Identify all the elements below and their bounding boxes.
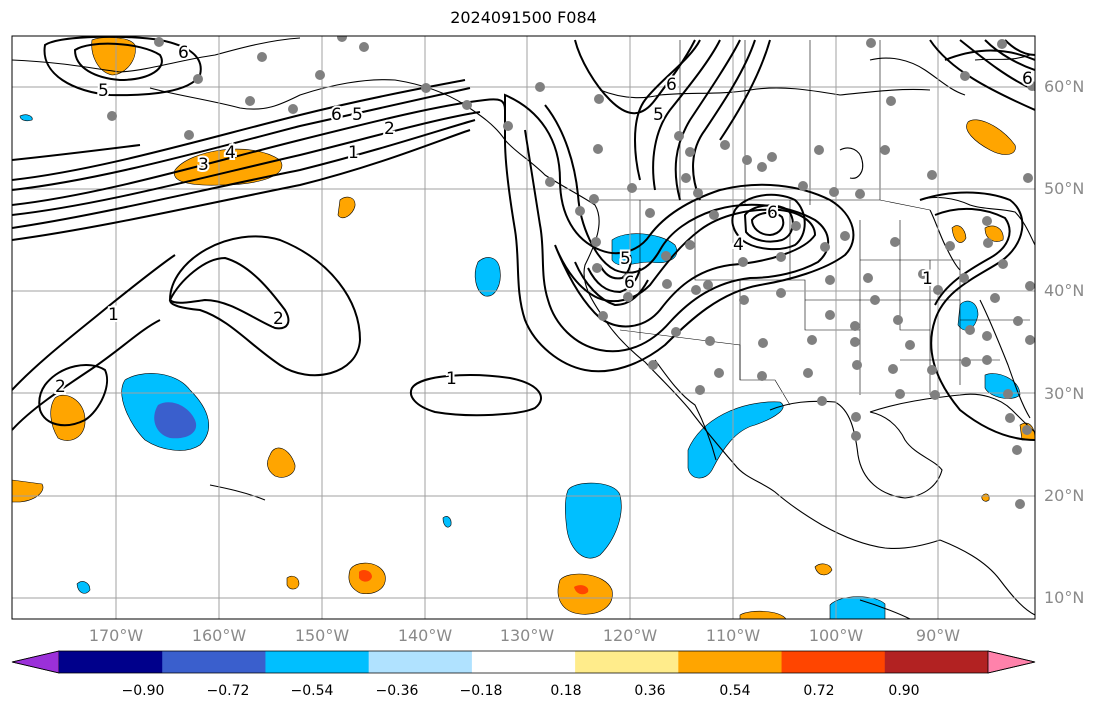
colorbar-tick-label: 0.36	[634, 683, 666, 699]
contour-east-trough	[919, 191, 1035, 441]
blue-region-east-pacific	[564, 482, 622, 559]
contour-label: 2	[55, 377, 66, 397]
colorbar-segment	[678, 651, 783, 673]
contour-label: 5	[653, 105, 664, 125]
contour-label: 1	[108, 305, 119, 325]
colorbar-extend-high	[987, 650, 1036, 674]
contour-label: 6	[178, 43, 189, 63]
contour-label: 4	[733, 235, 744, 255]
contour-ridge-east	[731, 193, 806, 251]
lat-label: 10°N	[1044, 588, 1085, 607]
colorbar-tick-label: 0.90	[888, 683, 920, 699]
colorbar-tick-label: −0.54	[290, 683, 334, 699]
colorbar-tick-label: −0.18	[459, 683, 503, 699]
colorbar	[11, 650, 1036, 674]
contour-label: 2	[384, 119, 395, 139]
contour-label: 5	[620, 249, 631, 269]
contour-central-pacific	[410, 374, 542, 417]
map-background	[12, 36, 1035, 619]
contour-pacific-ring	[168, 235, 362, 377]
colorbar-segment	[781, 651, 886, 673]
orange-region-west-pacific	[50, 394, 86, 441]
lon-label: 110°W	[705, 626, 761, 645]
colorbar-tick-label: −0.72	[206, 683, 250, 699]
colorbar-frame	[11, 650, 1036, 674]
contour-label: 6	[767, 203, 778, 223]
colorbar-segment	[471, 651, 576, 673]
colorbar-segment	[368, 651, 473, 673]
contour-label: 5	[352, 105, 363, 125]
contour-label: 1	[446, 369, 457, 389]
colorbar-segment	[265, 651, 370, 673]
contour-label: 1	[922, 269, 933, 289]
colorbar-tick-label: 0.54	[719, 683, 751, 699]
lon-label: 160°W	[191, 626, 247, 645]
blue-region-california	[611, 233, 677, 266]
colorbar-tick-label: −0.36	[375, 683, 419, 699]
contour-labels: 5 6 3 4 6 5 2 1 1 2 2 1 5 6 6 4 6 5 6 1	[53, 41, 1035, 399]
lat-label: 50°N	[1044, 179, 1085, 198]
contour-trough-west	[504, 93, 855, 373]
contour-label: 6	[1022, 69, 1033, 89]
contour-label: 3	[198, 155, 209, 175]
colorbar-tick-label: 0.18	[550, 683, 582, 699]
contour-label: 6	[666, 75, 677, 95]
lon-label: 90°W	[915, 626, 961, 645]
colorbar-segment	[884, 651, 989, 673]
lon-label: 170°W	[88, 626, 144, 645]
colorbar-tick-label: −0.90	[121, 683, 165, 699]
colorbar-segment	[575, 651, 679, 673]
map-frame	[11, 35, 1036, 620]
orange-region-gulf-alaska	[173, 148, 283, 186]
contour-label: 6	[331, 105, 342, 125]
station-markers	[107, 36, 1035, 509]
contour-label: 5	[98, 81, 109, 101]
colorbar-tick-label: 0.72	[803, 683, 835, 699]
contour-label: 6	[624, 273, 635, 293]
colorbar-extend-low	[11, 650, 60, 674]
lon-label: 150°W	[294, 626, 350, 645]
map-title: 2024091500 F084	[450, 8, 597, 27]
lat-label: 60°N	[1044, 77, 1085, 96]
lon-label: 140°W	[397, 626, 453, 645]
lat-label: 20°N	[1044, 486, 1085, 505]
lat-label: 40°N	[1044, 281, 1085, 300]
lon-label: 120°W	[602, 626, 658, 645]
contour-label: 1	[348, 143, 359, 163]
contour-label: 4	[225, 143, 236, 163]
colorbar-segment	[162, 651, 266, 673]
lat-label: 30°N	[1044, 384, 1085, 403]
lon-label: 100°W	[808, 626, 864, 645]
lon-label: 130°W	[499, 626, 555, 645]
contour-label: 2	[273, 309, 284, 329]
colorbar-segment	[59, 651, 163, 673]
